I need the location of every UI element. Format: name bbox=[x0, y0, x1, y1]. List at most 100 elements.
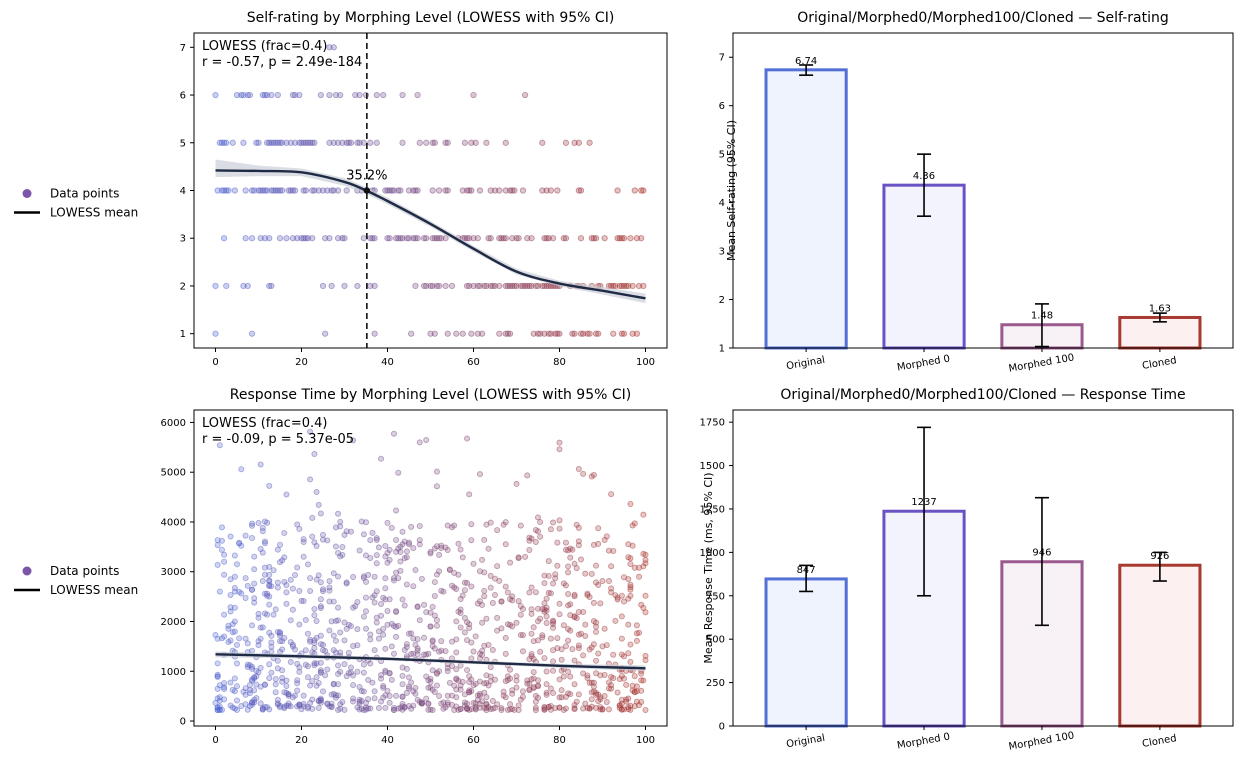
data-point bbox=[356, 547, 363, 554]
data-point bbox=[332, 91, 339, 99]
data-point bbox=[403, 581, 410, 588]
data-point bbox=[283, 589, 290, 596]
data-point bbox=[534, 330, 542, 337]
data-point bbox=[618, 235, 625, 242]
data-point bbox=[214, 706, 221, 713]
x-tick-label: 0 bbox=[212, 735, 218, 746]
data-point bbox=[384, 559, 391, 566]
data-point bbox=[341, 282, 348, 290]
data-point bbox=[302, 647, 309, 654]
data-point bbox=[233, 91, 241, 99]
data-point bbox=[569, 330, 576, 337]
data-point bbox=[463, 282, 471, 290]
data-point bbox=[425, 650, 432, 657]
data-point bbox=[446, 679, 453, 686]
data-point bbox=[543, 282, 550, 290]
data-point bbox=[386, 693, 393, 700]
chart-bar_self: Original/Morphed0/Morphed100/Cloned — Se… bbox=[719, 10, 1234, 375]
data-point bbox=[292, 646, 299, 653]
data-point bbox=[244, 582, 251, 589]
data-point bbox=[642, 609, 649, 616]
data-point bbox=[216, 588, 223, 595]
data-point bbox=[435, 282, 443, 290]
data-point bbox=[457, 624, 464, 631]
y-tick-label: 6 bbox=[719, 101, 725, 112]
data-point bbox=[427, 684, 434, 691]
data-point bbox=[218, 537, 225, 544]
data-point bbox=[623, 282, 630, 290]
data-point bbox=[221, 680, 228, 687]
data-point bbox=[296, 621, 303, 628]
data-point bbox=[623, 696, 630, 703]
plot-frame bbox=[193, 32, 668, 349]
data-point bbox=[367, 636, 374, 643]
data-point bbox=[287, 659, 294, 666]
data-point bbox=[633, 630, 640, 637]
data-point bbox=[608, 563, 615, 570]
data-point bbox=[423, 139, 430, 146]
data-point bbox=[616, 676, 623, 683]
data-point bbox=[332, 637, 339, 644]
data-point bbox=[433, 682, 440, 689]
y-tick-label: 7 bbox=[180, 43, 186, 54]
data-point bbox=[627, 658, 634, 665]
data-point bbox=[287, 576, 294, 583]
data-point bbox=[633, 637, 640, 644]
data-point bbox=[526, 534, 533, 541]
data-point bbox=[593, 657, 600, 664]
data-point bbox=[526, 686, 533, 693]
data-point bbox=[403, 554, 410, 561]
data-point bbox=[311, 451, 318, 458]
data-point bbox=[274, 187, 281, 194]
data-point bbox=[562, 235, 570, 242]
data-point bbox=[296, 668, 303, 675]
data-point bbox=[373, 560, 380, 567]
data-point bbox=[274, 579, 281, 586]
data-point bbox=[577, 235, 585, 242]
data-point bbox=[468, 583, 475, 590]
data-point bbox=[259, 528, 266, 535]
data-point bbox=[528, 235, 535, 242]
data-point bbox=[423, 436, 430, 443]
data-point bbox=[504, 706, 511, 713]
data-point bbox=[573, 565, 580, 572]
data-point bbox=[251, 687, 258, 694]
data-point bbox=[324, 537, 331, 544]
data-point bbox=[588, 679, 595, 686]
data-point bbox=[227, 604, 234, 611]
x-tick-label: Morphed 100 bbox=[1008, 730, 1075, 752]
data-point bbox=[255, 520, 262, 527]
data-point bbox=[543, 235, 550, 242]
data-point bbox=[335, 510, 342, 517]
data-point bbox=[369, 679, 376, 686]
y-tick-label: 6000 bbox=[161, 418, 186, 429]
data-point bbox=[565, 563, 572, 570]
data-point bbox=[466, 687, 473, 694]
data-point bbox=[640, 187, 647, 194]
data-point bbox=[638, 601, 645, 608]
data-point bbox=[221, 187, 228, 194]
data-point bbox=[582, 632, 589, 639]
data-point bbox=[496, 330, 503, 337]
data-point bbox=[341, 619, 348, 626]
data-point bbox=[554, 187, 561, 194]
data-point bbox=[537, 648, 544, 655]
data-point bbox=[369, 594, 376, 601]
data-point bbox=[229, 686, 236, 693]
data-point bbox=[382, 645, 389, 652]
legend-label: Data points bbox=[50, 564, 119, 578]
data-point bbox=[476, 692, 483, 699]
data-point bbox=[264, 611, 271, 618]
data-point bbox=[319, 688, 326, 695]
data-point bbox=[532, 282, 539, 290]
stats-annotation-line: r = -0.09, p = 5.37e-05 bbox=[202, 432, 354, 447]
data-point bbox=[231, 187, 238, 194]
data-point bbox=[431, 579, 438, 586]
data-point bbox=[618, 592, 625, 599]
y-tick-label: 500 bbox=[706, 635, 725, 646]
data-point bbox=[438, 638, 445, 645]
data-point bbox=[438, 647, 445, 654]
data-point bbox=[433, 483, 440, 490]
data-point bbox=[584, 592, 591, 599]
data-point bbox=[350, 643, 357, 650]
